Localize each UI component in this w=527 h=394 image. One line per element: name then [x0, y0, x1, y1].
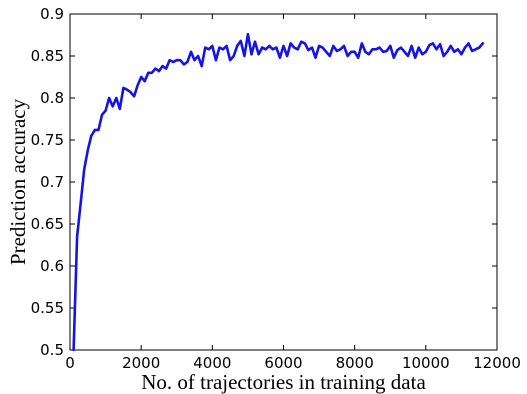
y-axis-title: Prediction accuracy	[6, 98, 30, 265]
plot-area-frame	[69, 13, 498, 351]
y-tick-label: 0.85	[31, 47, 64, 65]
x-tick-label: 8000	[336, 354, 374, 372]
y-axis: 0.5 0.55 0.6 0.65 0.7 0.75 0.8 0.85 0.9	[31, 5, 497, 359]
x-axis-title: No. of trajectories in training data	[141, 370, 426, 394]
y-tick-label: 0.7	[40, 173, 64, 191]
y-tick-label: 0.55	[31, 299, 64, 317]
x-tick-label: 4000	[193, 354, 231, 372]
x-tick-label: 12000	[473, 354, 521, 372]
x-tick-label: 10000	[402, 354, 450, 372]
x-tick-label: 2000	[122, 354, 160, 372]
y-tick-label: 0.65	[31, 215, 64, 233]
y-tick-label: 0.9	[40, 5, 64, 23]
y-tick-label: 0.75	[31, 131, 64, 149]
x-axis: 0 2000 4000 6000 8000 10000 12000	[65, 14, 521, 372]
accuracy-series-line	[72, 32, 485, 352]
x-tick-label: 6000	[264, 354, 302, 372]
x-tick-label: 0	[65, 354, 75, 372]
y-tick-label: 0.6	[40, 257, 64, 275]
y-tick-label: 0.8	[40, 89, 64, 107]
y-tick-label: 0.5	[40, 341, 64, 359]
